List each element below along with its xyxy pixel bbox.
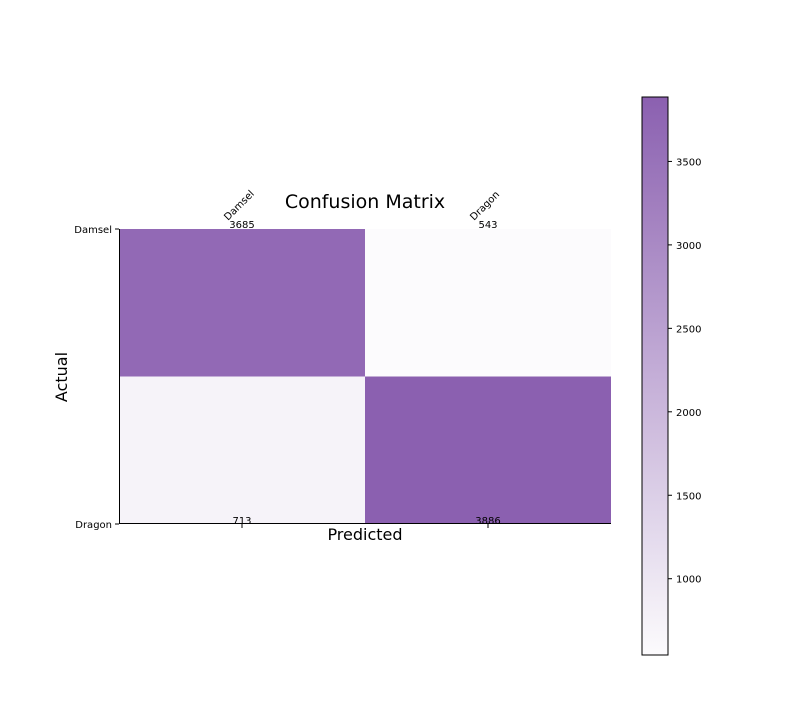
heatmap-cell bbox=[365, 229, 611, 377]
heatmap-cells bbox=[119, 229, 611, 524]
y-axis-label: Actual bbox=[52, 352, 71, 402]
heatmap-cell bbox=[119, 229, 365, 377]
chart-title: Confusion Matrix bbox=[285, 191, 445, 213]
colorbar-tick-label: 1000 bbox=[676, 575, 701, 586]
x-tick-label: Damsel bbox=[222, 189, 256, 223]
y-tick-labels: Damsel Dragon bbox=[74, 225, 119, 531]
cell-value-label: 543 bbox=[478, 220, 497, 231]
y-tick-label: Dragon bbox=[75, 520, 112, 531]
colorbar-tick-label: 3500 bbox=[676, 157, 701, 168]
y-tick-label: Damsel bbox=[74, 225, 112, 236]
heatmap-cell bbox=[365, 376, 611, 524]
cell-value-label: 3685 bbox=[229, 220, 254, 231]
cell-value-label: 3886 bbox=[475, 516, 500, 527]
heatmap-cell bbox=[119, 376, 365, 524]
x-tick-label: Dragon bbox=[468, 189, 502, 223]
colorbar-tick-label: 2000 bbox=[676, 408, 701, 419]
cell-value-labels: 3685 543 713 3886 bbox=[229, 220, 500, 527]
colorbar-tick-label: 3000 bbox=[676, 241, 701, 252]
cell-value-label: 713 bbox=[232, 516, 251, 527]
colorbar-ticks: 1000 1500 2000 2500 3000 3500 bbox=[668, 157, 701, 586]
colorbar-tick-label: 2500 bbox=[676, 324, 701, 335]
colorbar: 1000 1500 2000 2500 3000 3500 bbox=[641, 96, 701, 656]
x-axis-label: Predicted bbox=[327, 525, 402, 544]
colorbar-gradient bbox=[641, 96, 669, 656]
colorbar-tick-label: 1500 bbox=[676, 491, 701, 502]
